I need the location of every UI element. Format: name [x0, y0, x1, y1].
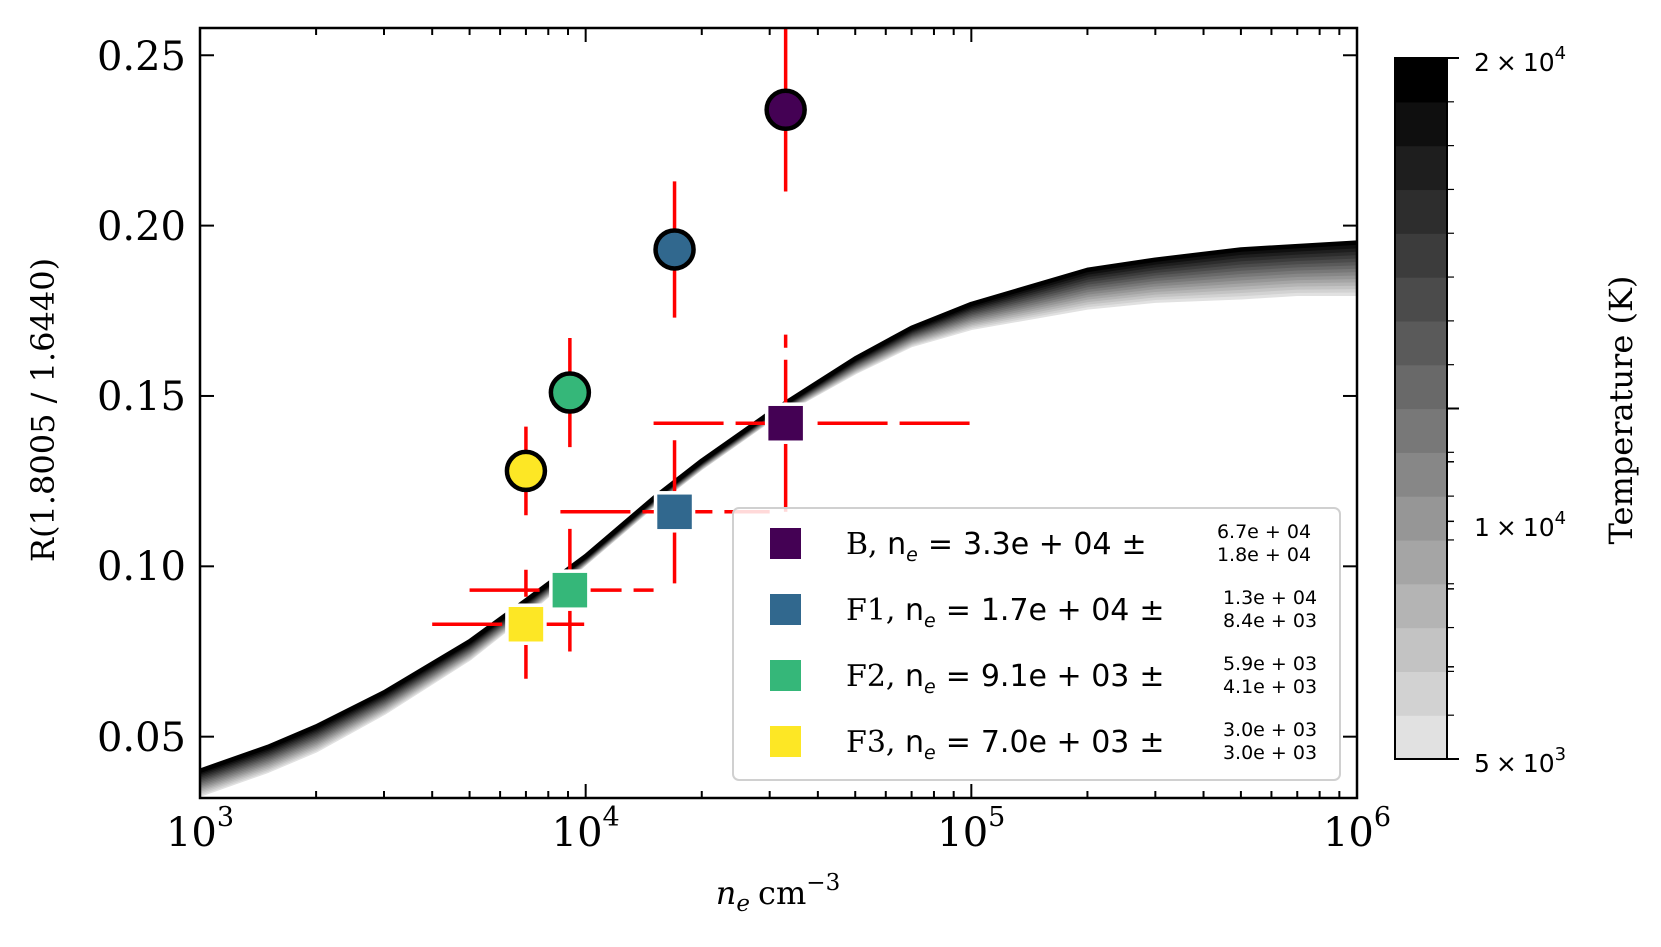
y-tick-label-0.05: 0.05 [97, 715, 186, 761]
legend-label: F3 [846, 725, 886, 760]
x-tick-label-1e5: 105 [937, 802, 1005, 856]
legend-plus-err: 3.0e + 03 [1223, 719, 1317, 741]
legend-entry-f2: F2, ne = 9.1e + 03 ± 5.9e + 03 4.1e + 03 [770, 653, 1317, 698]
colorbar-level [1395, 408, 1447, 453]
x-axis-title: ne cm−3 [716, 870, 840, 917]
model-curve-20000K [200, 240, 1357, 773]
svg-text:F2, ne=9.1e + 03±: F2, ne = 9.1e + 03 ± [846, 659, 1165, 698]
colorbar-level [1395, 364, 1447, 410]
legend: B, ne = 3.3e + 04 ± 6.7e + 04 1.8e + 04 F1,… [732, 507, 1341, 781]
colorbar-level [1395, 145, 1447, 191]
colorbar-level [1395, 539, 1447, 585]
axis-ticks [199, 28, 1358, 798]
legend-minus-err: 8.4e + 03 [1223, 610, 1317, 632]
measured-marker-f2 [548, 371, 592, 414]
legend-swatch [770, 726, 801, 757]
svg-text:B, ne=3.3e + 04±: B, ne = 3.3e + 04 ± [846, 527, 1147, 566]
y-axis-title: R(1.8005 / 1.6440) [24, 258, 62, 562]
legend-label: F2 [846, 659, 886, 694]
colorbar-level [1395, 320, 1447, 366]
svg-text:F3, ne=7.0e + 03±: F3, ne = 7.0e + 03 ± [846, 725, 1165, 764]
legend-entry-f3: F3, ne = 7.0e + 03 ± 3.0e + 03 3.0e + 03 [770, 719, 1317, 764]
svg-text:F1, ne=1.7e + 04±: F1, ne = 1.7e + 04 ± [846, 593, 1165, 632]
x-tick-label-1e6: 106 [1323, 802, 1391, 856]
x-tick-label-1e3: 103 [166, 802, 234, 856]
colorbar-level [1395, 189, 1447, 234]
colorbar-ticks [1447, 57, 1459, 760]
colorbar-level [1395, 277, 1447, 322]
colorbar-level [1395, 101, 1447, 147]
y-tick-label-0.20: 0.20 [97, 204, 186, 250]
legend-entry-f1: F1, ne = 1.7e + 04 ± 1.3e + 04 8.4e + 03 [770, 587, 1317, 632]
colorbar-title: Temperature (K) [1602, 276, 1640, 545]
legend-label: B [846, 527, 868, 562]
legend-plus-err: 1.3e + 04 [1223, 587, 1317, 609]
measured-marker-b [764, 88, 807, 132]
colorbar-level [1395, 496, 1447, 541]
y-tick-label-0.25: 0.25 [97, 34, 186, 80]
model-marker-f3 [505, 603, 547, 645]
legend-minus-err: 3.0e + 03 [1223, 742, 1317, 764]
legend-swatch [770, 660, 801, 691]
colorbar-level [1395, 583, 1447, 629]
colorbar-level [1395, 233, 1447, 278]
colorbar-level [1395, 627, 1447, 672]
y-tick-labels: 0.05 0.10 0.15 0.20 0.25 [97, 34, 186, 761]
legend-entry-b: B, ne = 3.3e + 04 ± 6.7e + 04 1.8e + 04 [770, 521, 1311, 566]
measured-marker-f3 [504, 449, 548, 493]
y-tick-label-0.10: 0.10 [97, 544, 186, 590]
legend-minus-err: 1.8e + 04 [1217, 544, 1311, 566]
colorbar: 2 × 104 1 × 104 5 × 103 Temperature (K) [1394, 43, 1640, 778]
model-marker-f2 [549, 569, 591, 611]
colorbar-level [1395, 452, 1447, 497]
plot-frame [198, 26, 1359, 800]
measured-marker-f1 [653, 228, 696, 271]
data-markers [504, 88, 807, 645]
colorbar-level [1395, 715, 1447, 760]
colorbar-tick-label-1e4: 1 × 104 [1474, 508, 1566, 542]
legend-label: F1 [846, 593, 886, 628]
legend-swatch [770, 528, 801, 559]
x-tick-label-1e4: 104 [552, 802, 620, 856]
colorbar-level [1395, 671, 1447, 716]
colorbar-level [1395, 58, 1447, 103]
y-tick-label-0.15: 0.15 [97, 374, 186, 420]
legend-minus-err: 4.1e + 03 [1223, 676, 1317, 698]
colorbar-tick-label-2e4: 2 × 104 [1474, 43, 1566, 77]
colorbar-levels [1395, 58, 1447, 760]
x-tick-labels: 103 104 105 106 [166, 802, 1391, 856]
colorbar-tick-label-5e3: 5 × 103 [1474, 744, 1566, 778]
legend-swatch [770, 594, 801, 625]
legend-plus-err: 5.9e + 03 [1223, 653, 1317, 675]
model-marker-f1 [653, 491, 696, 533]
legend-plus-err: 6.7e + 04 [1217, 521, 1311, 543]
model-curves [200, 240, 1357, 797]
legend-frame [732, 507, 1341, 781]
model-marker-b [764, 402, 807, 444]
